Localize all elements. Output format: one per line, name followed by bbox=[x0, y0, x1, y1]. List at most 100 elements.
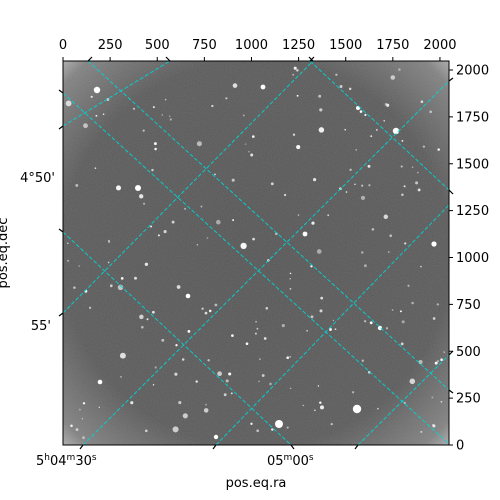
star bbox=[265, 307, 269, 310]
star bbox=[289, 272, 292, 275]
star bbox=[152, 310, 155, 314]
star bbox=[401, 320, 405, 324]
star bbox=[400, 342, 404, 346]
star bbox=[75, 183, 79, 187]
star bbox=[407, 284, 410, 287]
star bbox=[432, 317, 436, 320]
star bbox=[361, 359, 364, 362]
star bbox=[145, 429, 148, 433]
ra-tick-labels: 5h04m30s 05m00s bbox=[36, 453, 314, 469]
star bbox=[151, 168, 154, 172]
star bbox=[204, 311, 208, 315]
top-tick-label-7: 1750 bbox=[376, 38, 409, 53]
bright-star bbox=[377, 325, 383, 331]
dec-tick-label-1: 4°50' bbox=[20, 171, 55, 186]
star bbox=[360, 195, 366, 200]
star bbox=[443, 351, 446, 353]
star bbox=[232, 83, 238, 88]
star bbox=[319, 309, 323, 313]
star bbox=[178, 401, 182, 405]
star bbox=[142, 129, 145, 132]
star bbox=[361, 184, 364, 187]
star bbox=[83, 123, 88, 129]
star bbox=[256, 327, 259, 330]
grid-line-2 bbox=[82, 80, 449, 445]
star bbox=[403, 185, 406, 188]
star bbox=[368, 184, 371, 187]
star bbox=[153, 142, 157, 146]
bright-star bbox=[93, 86, 101, 94]
star bbox=[130, 401, 134, 405]
sky-image bbox=[63, 61, 449, 445]
star bbox=[434, 361, 438, 365]
star bbox=[255, 320, 257, 323]
star bbox=[252, 237, 255, 241]
star bbox=[399, 310, 402, 313]
star bbox=[318, 94, 322, 98]
star bbox=[250, 422, 253, 425]
star bbox=[108, 239, 110, 242]
grid-line-4 bbox=[357, 354, 449, 445]
top-tick-label-0: 0 bbox=[59, 38, 67, 53]
star bbox=[318, 127, 325, 133]
world-tick-7 bbox=[448, 389, 454, 394]
star bbox=[196, 244, 199, 246]
star bbox=[332, 319, 335, 322]
star bbox=[115, 185, 122, 191]
star bbox=[436, 360, 440, 363]
star bbox=[422, 145, 426, 148]
world-tick-5 bbox=[448, 189, 454, 195]
star bbox=[296, 145, 301, 150]
star bbox=[245, 342, 249, 346]
star bbox=[161, 338, 165, 342]
star bbox=[316, 249, 322, 254]
star bbox=[391, 309, 394, 311]
star bbox=[187, 329, 191, 333]
grid-line-0 bbox=[63, 61, 171, 127]
star bbox=[281, 324, 285, 328]
top-tick-label-5: 1250 bbox=[282, 38, 315, 53]
top-tick-label-3: 750 bbox=[192, 38, 217, 53]
star bbox=[417, 188, 421, 192]
star bbox=[361, 251, 364, 254]
star bbox=[401, 140, 404, 142]
star bbox=[390, 75, 396, 80]
bright-star bbox=[185, 293, 191, 299]
world-tick-8 bbox=[58, 125, 64, 130]
star bbox=[217, 371, 222, 377]
star bbox=[351, 391, 355, 394]
star bbox=[201, 307, 204, 310]
star bbox=[184, 207, 187, 210]
star bbox=[75, 428, 79, 432]
star bbox=[292, 73, 295, 76]
star bbox=[150, 225, 153, 228]
star bbox=[120, 277, 124, 280]
star bbox=[169, 118, 172, 121]
top-tick-label-8: 2000 bbox=[423, 38, 456, 53]
star bbox=[377, 407, 379, 410]
star bbox=[297, 214, 300, 216]
y-axis-label: pos.eq.dec bbox=[0, 218, 11, 289]
star bbox=[65, 100, 72, 107]
star bbox=[120, 376, 122, 378]
star bbox=[345, 191, 348, 193]
bright-star bbox=[260, 84, 266, 90]
bright-star bbox=[213, 434, 219, 440]
star bbox=[289, 278, 291, 280]
world-tick-2 bbox=[309, 56, 315, 62]
star bbox=[364, 113, 367, 117]
star bbox=[216, 219, 221, 225]
star bbox=[317, 385, 320, 387]
world-tick-10 bbox=[58, 312, 64, 317]
grid-line-5 bbox=[87, 61, 449, 391]
star bbox=[327, 214, 330, 217]
star bbox=[82, 402, 86, 405]
bright-star bbox=[431, 241, 437, 247]
world-tick-6 bbox=[448, 350, 454, 356]
star bbox=[429, 110, 433, 114]
star bbox=[139, 314, 144, 320]
world-tick-14 bbox=[290, 444, 295, 450]
world-coordinate-ticks bbox=[58, 56, 454, 450]
star bbox=[319, 401, 322, 404]
